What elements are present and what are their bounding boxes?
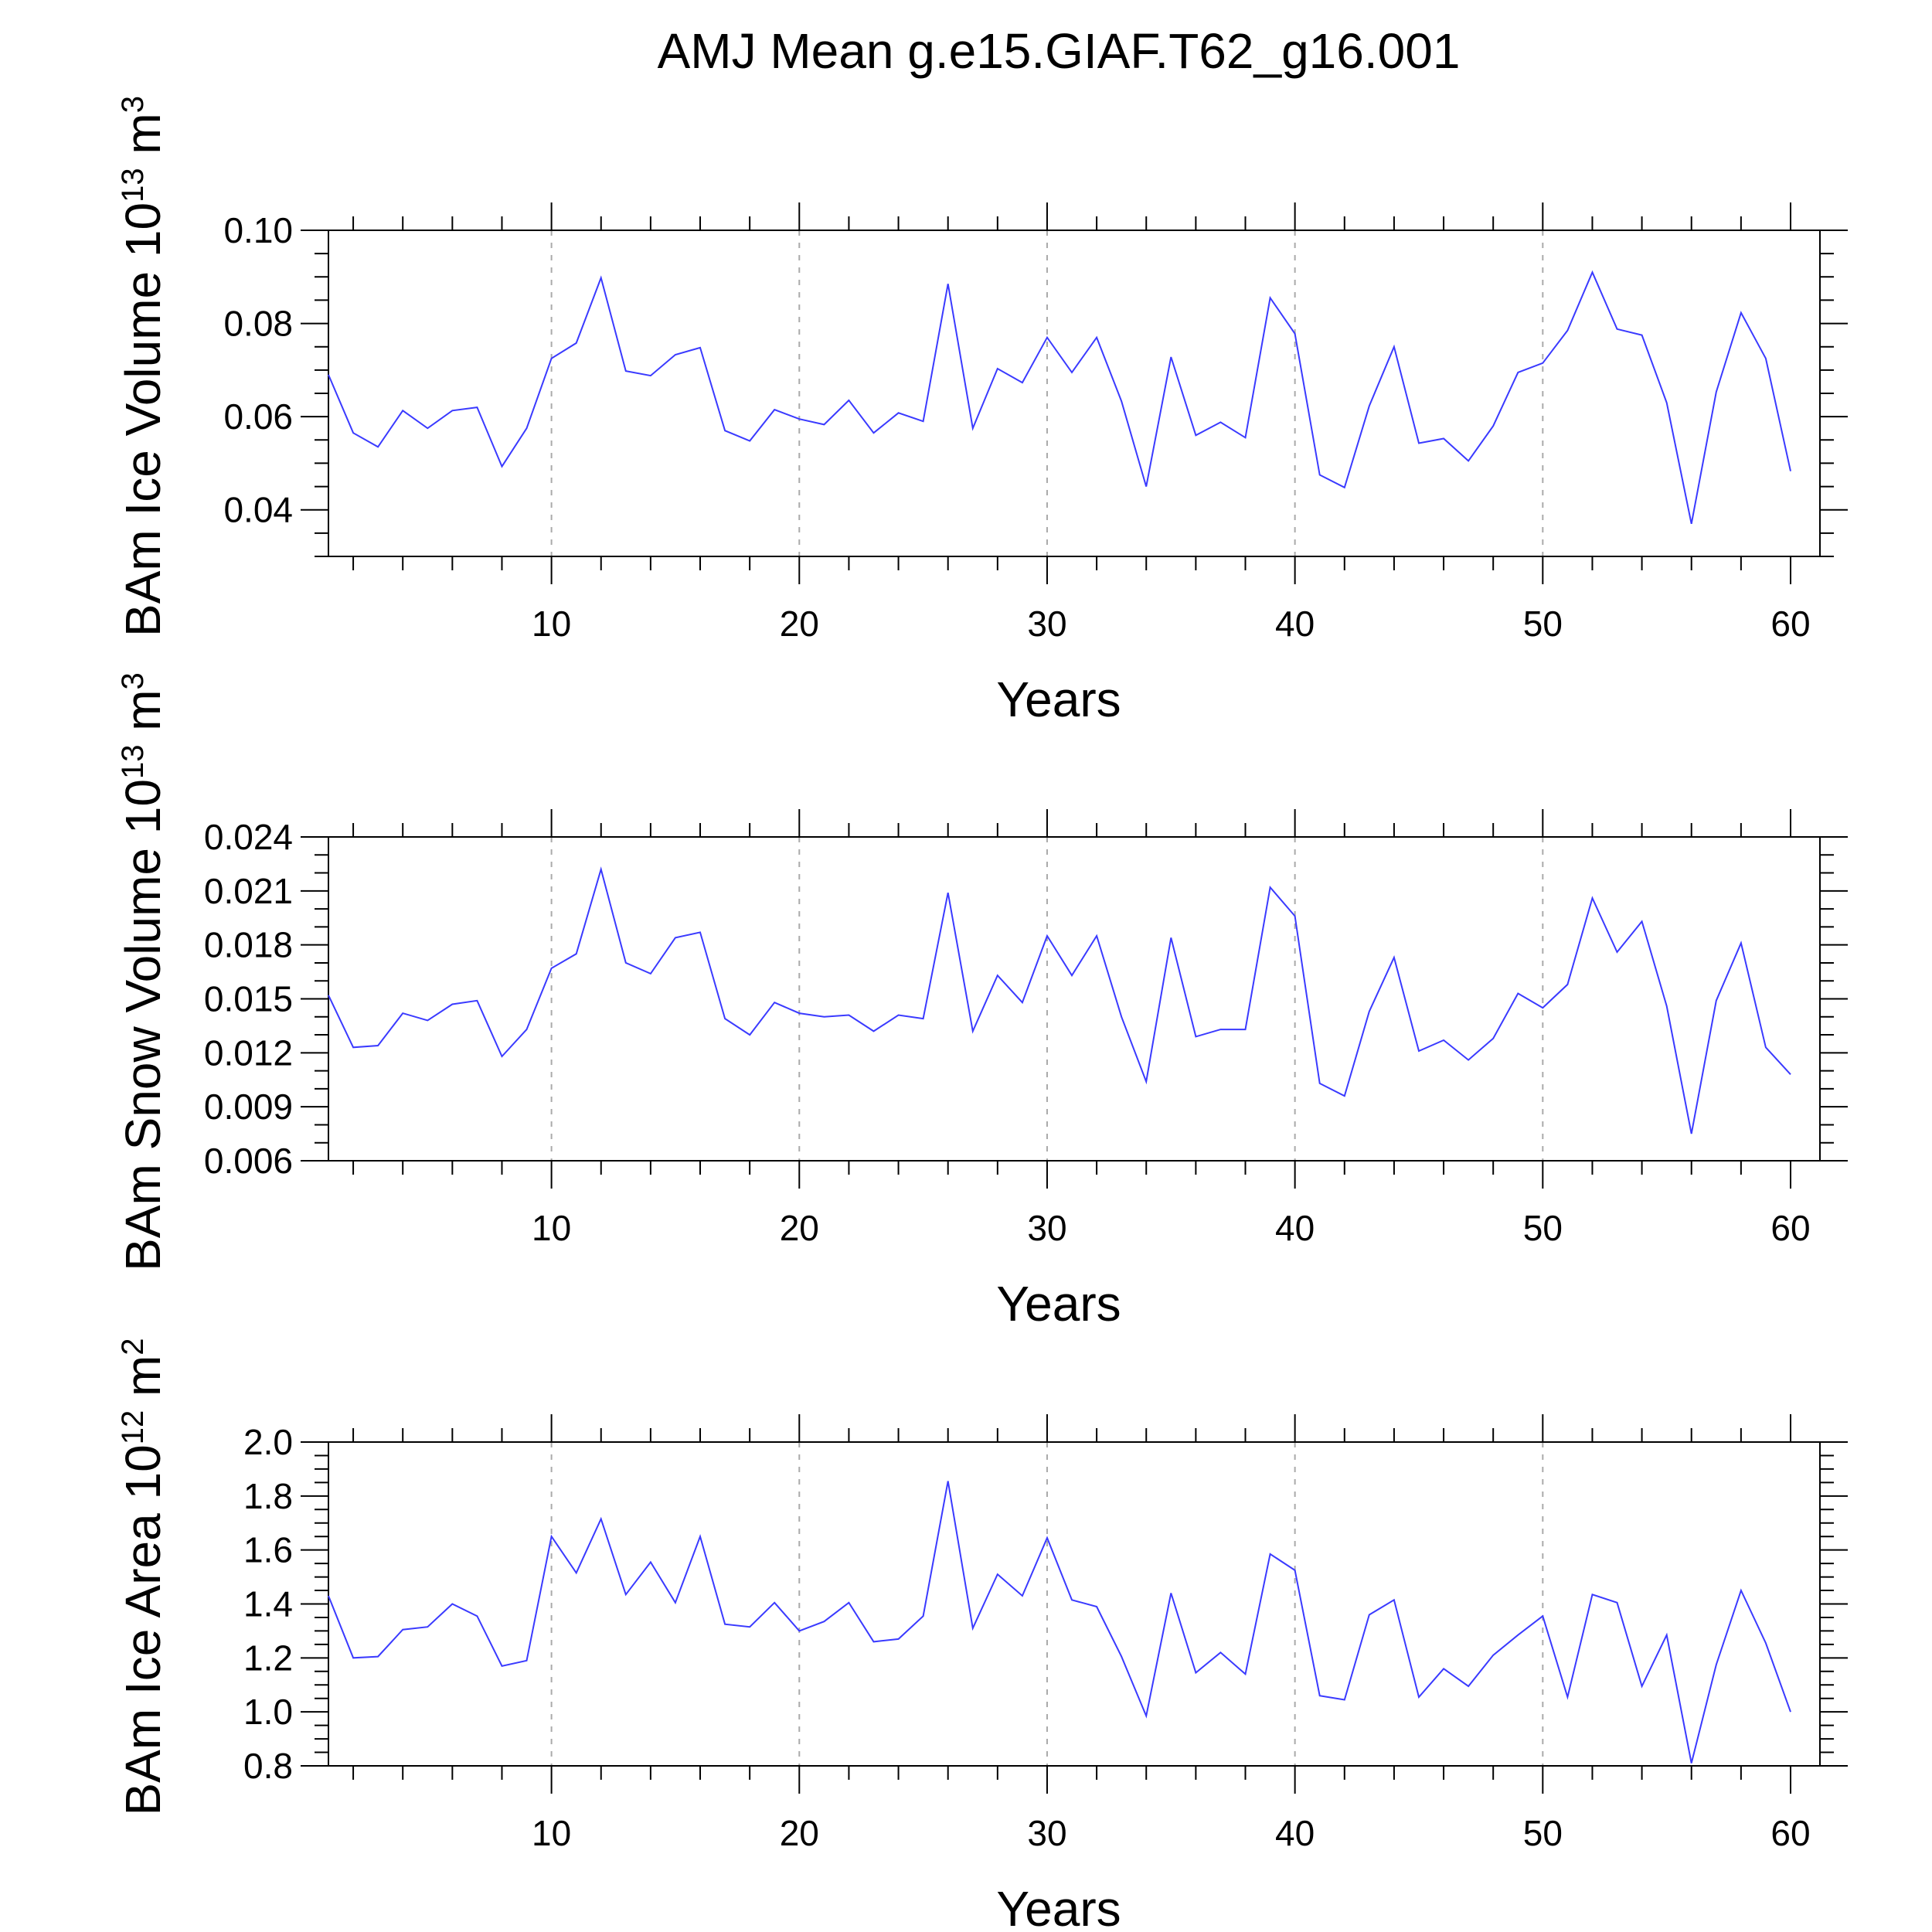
y-tick-label: 1.6	[243, 1530, 293, 1570]
y-axis-label-superscript: 13	[116, 745, 150, 780]
y-axis-label-part: m	[115, 689, 171, 744]
x-tick-label: 50	[1523, 1208, 1563, 1248]
y-axis-label-part: m	[115, 113, 171, 168]
y-tick-label: 0.012	[204, 1032, 293, 1073]
y-tick-label: 1.2	[243, 1638, 293, 1678]
x-tick-label: 60	[1770, 1208, 1810, 1248]
x-tick-label: 10	[532, 1813, 571, 1853]
y-tick-label: 1.4	[243, 1584, 293, 1624]
x-axis-label: Years	[996, 1276, 1121, 1332]
x-tick-label: 40	[1275, 1208, 1315, 1248]
chart-panel-2: 0.006 0.009 0.012 0.015 0.018 0.021 0.024 10 20 3…	[115, 672, 1848, 1332]
y-tick-label: 0.8	[243, 1746, 293, 1786]
x-tick-label: 50	[1523, 1813, 1563, 1853]
x-tick-label: 50	[1523, 604, 1563, 644]
chart-panel-1: 0.04 0.06 0.08 0.10 10 20 30 40 50 60 Years BAm Ice…	[115, 96, 1848, 727]
y-tick-label: 0.021	[204, 871, 293, 911]
y-tick-label: 0.006	[204, 1141, 293, 1181]
x-axis-label: Years	[996, 672, 1121, 727]
x-tick-label: 30	[1027, 1813, 1066, 1853]
y-axis-label-part: BAm Ice Area 10	[115, 1444, 171, 1815]
y-tick-label: 0.015	[204, 979, 293, 1019]
x-axis-label: Years	[996, 1881, 1121, 1932]
chart-panel-3: 0.8 1.0 1.2 1.4 1.6 1.8 2.0 10 20 30 40 50 60 Years BA…	[115, 1338, 1848, 1932]
x-tick-label: 20	[780, 604, 819, 644]
y-tick-label: 0.024	[204, 817, 293, 857]
x-tick-label: 60	[1770, 1813, 1810, 1853]
y-tick-label: 0.08	[223, 304, 293, 344]
y-axis-label-superscript: 3	[116, 96, 150, 113]
y-tick-label: 0.018	[204, 925, 293, 965]
series-line	[328, 270, 1791, 525]
y-tick-label: 2.0	[243, 1422, 293, 1462]
series-line	[328, 1481, 1791, 1764]
y-axis-label-part: m	[115, 1355, 171, 1410]
y-axis-label: BAm Ice Volume 1013 m3	[115, 96, 171, 637]
x-tick-label: 40	[1275, 1813, 1315, 1853]
x-tick-label: 20	[780, 1208, 819, 1248]
x-tick-label: 10	[532, 604, 571, 644]
x-tick-label: 30	[1027, 1208, 1066, 1248]
y-axis-label: BAm Snow Volume 1013 m3	[115, 672, 171, 1271]
y-axis-label-superscript: 2	[116, 1338, 150, 1355]
y-tick-label: 1.0	[243, 1692, 293, 1732]
y-tick-label: 0.10	[223, 210, 293, 250]
figure-title: AMJ Mean g.e15.GIAF.T62_g16.001	[658, 23, 1461, 79]
y-axis-label-part: BAm Ice Volume 10	[115, 202, 171, 637]
y-axis-label-superscript: 13	[116, 168, 150, 202]
y-axis-label-superscript: 3	[116, 672, 150, 689]
y-tick-label: 0.009	[204, 1087, 293, 1127]
y-axis-label-part: BAm Snow Volume 10	[115, 779, 171, 1271]
y-tick-label: 0.06	[223, 396, 293, 437]
series-line	[328, 866, 1791, 1134]
x-tick-label: 10	[532, 1208, 571, 1248]
y-axis-label-superscript: 12	[116, 1410, 150, 1445]
x-tick-label: 60	[1770, 604, 1810, 644]
x-tick-label: 30	[1027, 604, 1066, 644]
y-axis-label: BAm Ice Area 1012 m2	[115, 1338, 171, 1815]
x-tick-label: 40	[1275, 604, 1315, 644]
x-tick-label: 20	[780, 1813, 819, 1853]
y-tick-label: 0.04	[223, 490, 293, 530]
y-tick-label: 1.8	[243, 1476, 293, 1516]
